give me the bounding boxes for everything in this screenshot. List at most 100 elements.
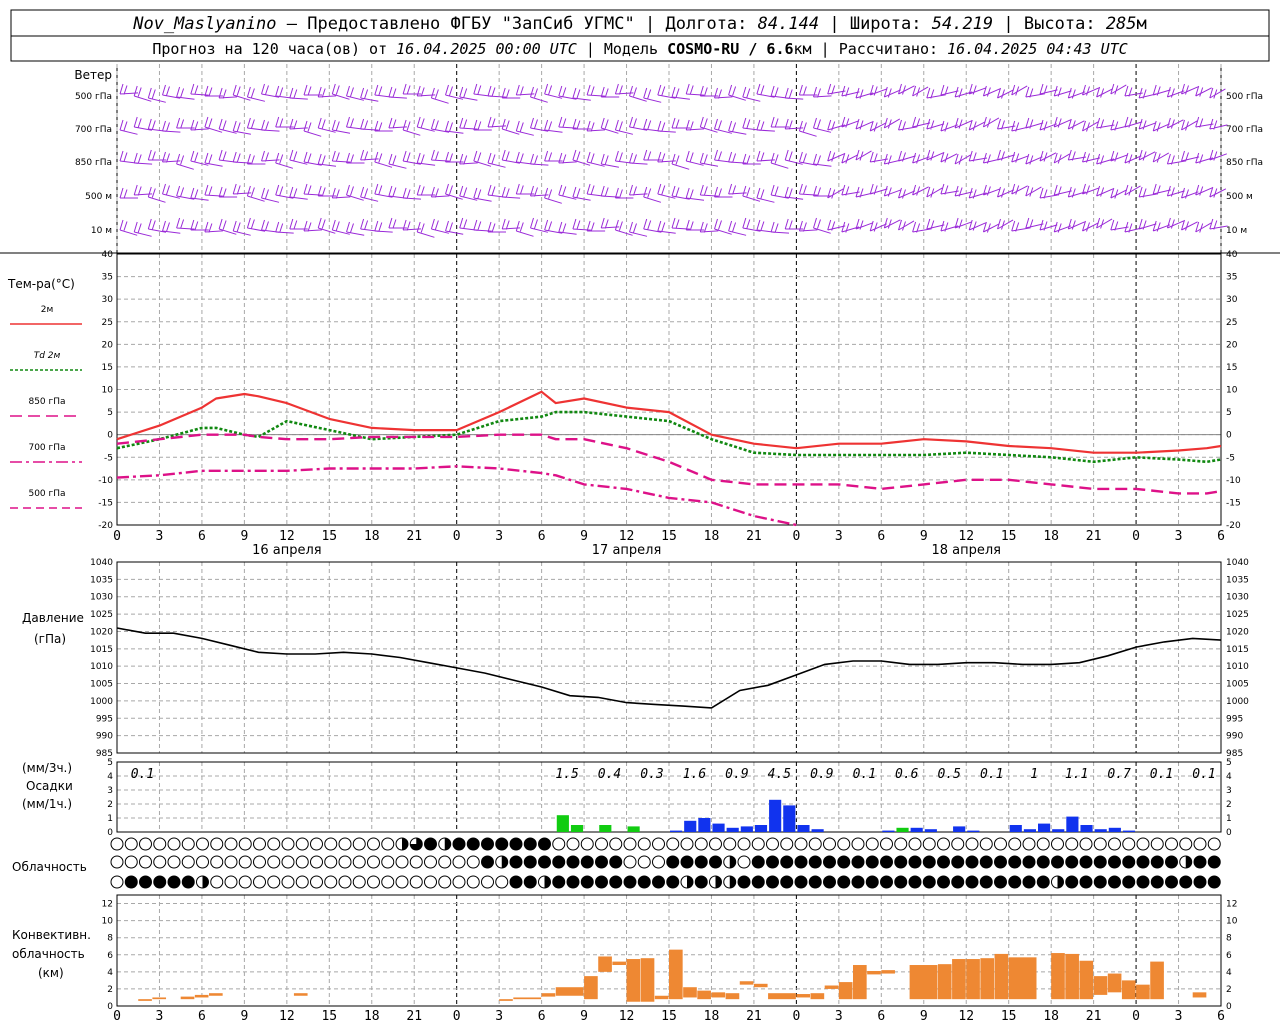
cloud-cover-symbol	[1036, 837, 1050, 851]
cloud-cover-symbol	[1022, 855, 1036, 869]
cloud-cover-symbol	[851, 837, 865, 851]
wind-barb	[133, 152, 153, 165]
precip-bar	[783, 805, 796, 832]
wind-barb	[841, 116, 859, 128]
cloud-cover-symbol	[466, 875, 480, 889]
cloud-cover-symbol	[766, 855, 779, 869]
cloud-cover-symbol	[694, 875, 708, 889]
wind-barb	[218, 118, 237, 134]
cloud-cover-symbol	[794, 837, 808, 851]
conv-cloud-bar	[541, 993, 556, 997]
wind-barb	[190, 187, 209, 201]
precip-3h-total: 1.1	[1065, 767, 1088, 782]
wind-barb	[1025, 86, 1044, 98]
temp-ytick-left: 5	[107, 408, 113, 418]
wind-barb	[176, 185, 195, 200]
conv-cloud-bar	[711, 992, 726, 998]
wind-barb	[926, 218, 945, 230]
conv-cloud-bar	[867, 970, 881, 975]
cloud-cover-symbol	[167, 855, 181, 869]
wind-barb	[954, 153, 971, 165]
conv-hour-label: 0	[113, 1009, 121, 1024]
wind-barb	[827, 219, 846, 231]
pres-ytick-left: 1035	[90, 575, 113, 585]
conv-ytick-left: 10	[102, 917, 114, 927]
cloud-cover-symbol	[580, 837, 594, 851]
wind-barb	[671, 185, 690, 200]
cloudiness-panel: Облачность	[12, 837, 1221, 889]
wind-barb	[1053, 152, 1070, 164]
cloud-cover-symbol	[452, 875, 466, 889]
cloud-cover-symbol	[1165, 855, 1178, 869]
wind-barb	[1152, 120, 1170, 132]
wind-barb	[119, 187, 138, 199]
conv-ytick-right: 4	[1226, 968, 1232, 978]
cloud-cover-symbol	[666, 855, 680, 869]
cloud-cover-symbol	[139, 875, 152, 889]
cloud-cover-symbol	[381, 855, 395, 869]
wind-barb	[1152, 183, 1171, 195]
pres-ytick-left: 1030	[90, 593, 113, 603]
wind-barb	[1082, 151, 1101, 163]
lon-label: Долгота:	[666, 14, 748, 34]
cloud-cover-symbol	[666, 875, 680, 889]
cloud-cover-symbol	[1207, 837, 1221, 851]
cloud-cover-symbol	[210, 837, 224, 851]
cloud-cover-symbol	[1122, 875, 1136, 889]
cloud-cover-symbol	[737, 855, 751, 869]
cloud-cover-symbol	[338, 875, 352, 889]
cloud-cover-symbol	[1008, 837, 1022, 851]
wind-barb	[1082, 183, 1100, 195]
prec-ytick-left: 3	[107, 786, 113, 796]
wind-barb	[643, 218, 662, 233]
temp-hour-label: 9	[240, 529, 248, 544]
cloud-cover-symbol	[922, 855, 936, 869]
cloud-cover-symbol	[1079, 855, 1093, 869]
wind-barb	[982, 221, 1000, 233]
cloud-cover-symbol	[1022, 837, 1036, 851]
conv-hour-label: 15	[661, 1009, 677, 1024]
temp-ytick-right: 15	[1226, 363, 1237, 373]
cloud-cover-symbol	[153, 855, 167, 869]
wind-barb	[218, 186, 238, 198]
temp-hour-label: 3	[1175, 529, 1183, 544]
cloud-cover-symbol	[1150, 875, 1164, 889]
cloud-cover-symbol	[937, 875, 950, 889]
wind-barb	[1138, 118, 1157, 130]
cloud-cover-symbol	[580, 875, 594, 889]
temp-ytick-right: 5	[1226, 408, 1232, 418]
wind-barb	[940, 151, 958, 163]
cloud-cover-symbol	[395, 855, 409, 869]
wind-barb	[360, 218, 379, 232]
wind-level-label-right: 500 гПа	[1226, 92, 1263, 102]
wind-barb	[1082, 120, 1099, 132]
temp-hour-label: 21	[406, 529, 422, 544]
cloud-cover-symbol	[979, 855, 993, 869]
pres-ytick-right: 1010	[1226, 662, 1249, 672]
wind-barb	[572, 87, 591, 101]
wind-barb	[317, 217, 336, 234]
conv-cloud-bar	[669, 949, 683, 1000]
temp-hour-label: 18	[1043, 529, 1059, 544]
cloud-cover-symbol	[523, 875, 537, 889]
pres-ytick-left: 995	[96, 714, 113, 724]
cloud-cover-symbol	[1207, 855, 1221, 869]
wind-barb	[1209, 118, 1228, 130]
cloud-cover-symbol	[267, 855, 281, 869]
cloud-cover-symbol	[538, 855, 551, 869]
wind-barb	[416, 221, 435, 238]
conv-cloud-bar	[1136, 984, 1150, 1000]
cloud-cover-symbol	[552, 837, 566, 851]
wind-barb	[629, 85, 647, 102]
cloud-cover-symbol	[181, 875, 195, 889]
wind-barb	[1181, 83, 1199, 95]
conv-cloud-bar	[824, 985, 839, 989]
wind-level-label-right: 700 гПа	[1226, 125, 1263, 135]
wind-barb	[855, 218, 874, 230]
cloud-cover-half	[715, 876, 722, 888]
cloud-cover-symbol	[1193, 837, 1207, 851]
cloud-cover-symbol	[1008, 875, 1022, 889]
cloud-cover-symbol	[865, 855, 879, 869]
prec-frame	[116, 761, 1222, 833]
conv-cloud-bar	[937, 964, 952, 1000]
